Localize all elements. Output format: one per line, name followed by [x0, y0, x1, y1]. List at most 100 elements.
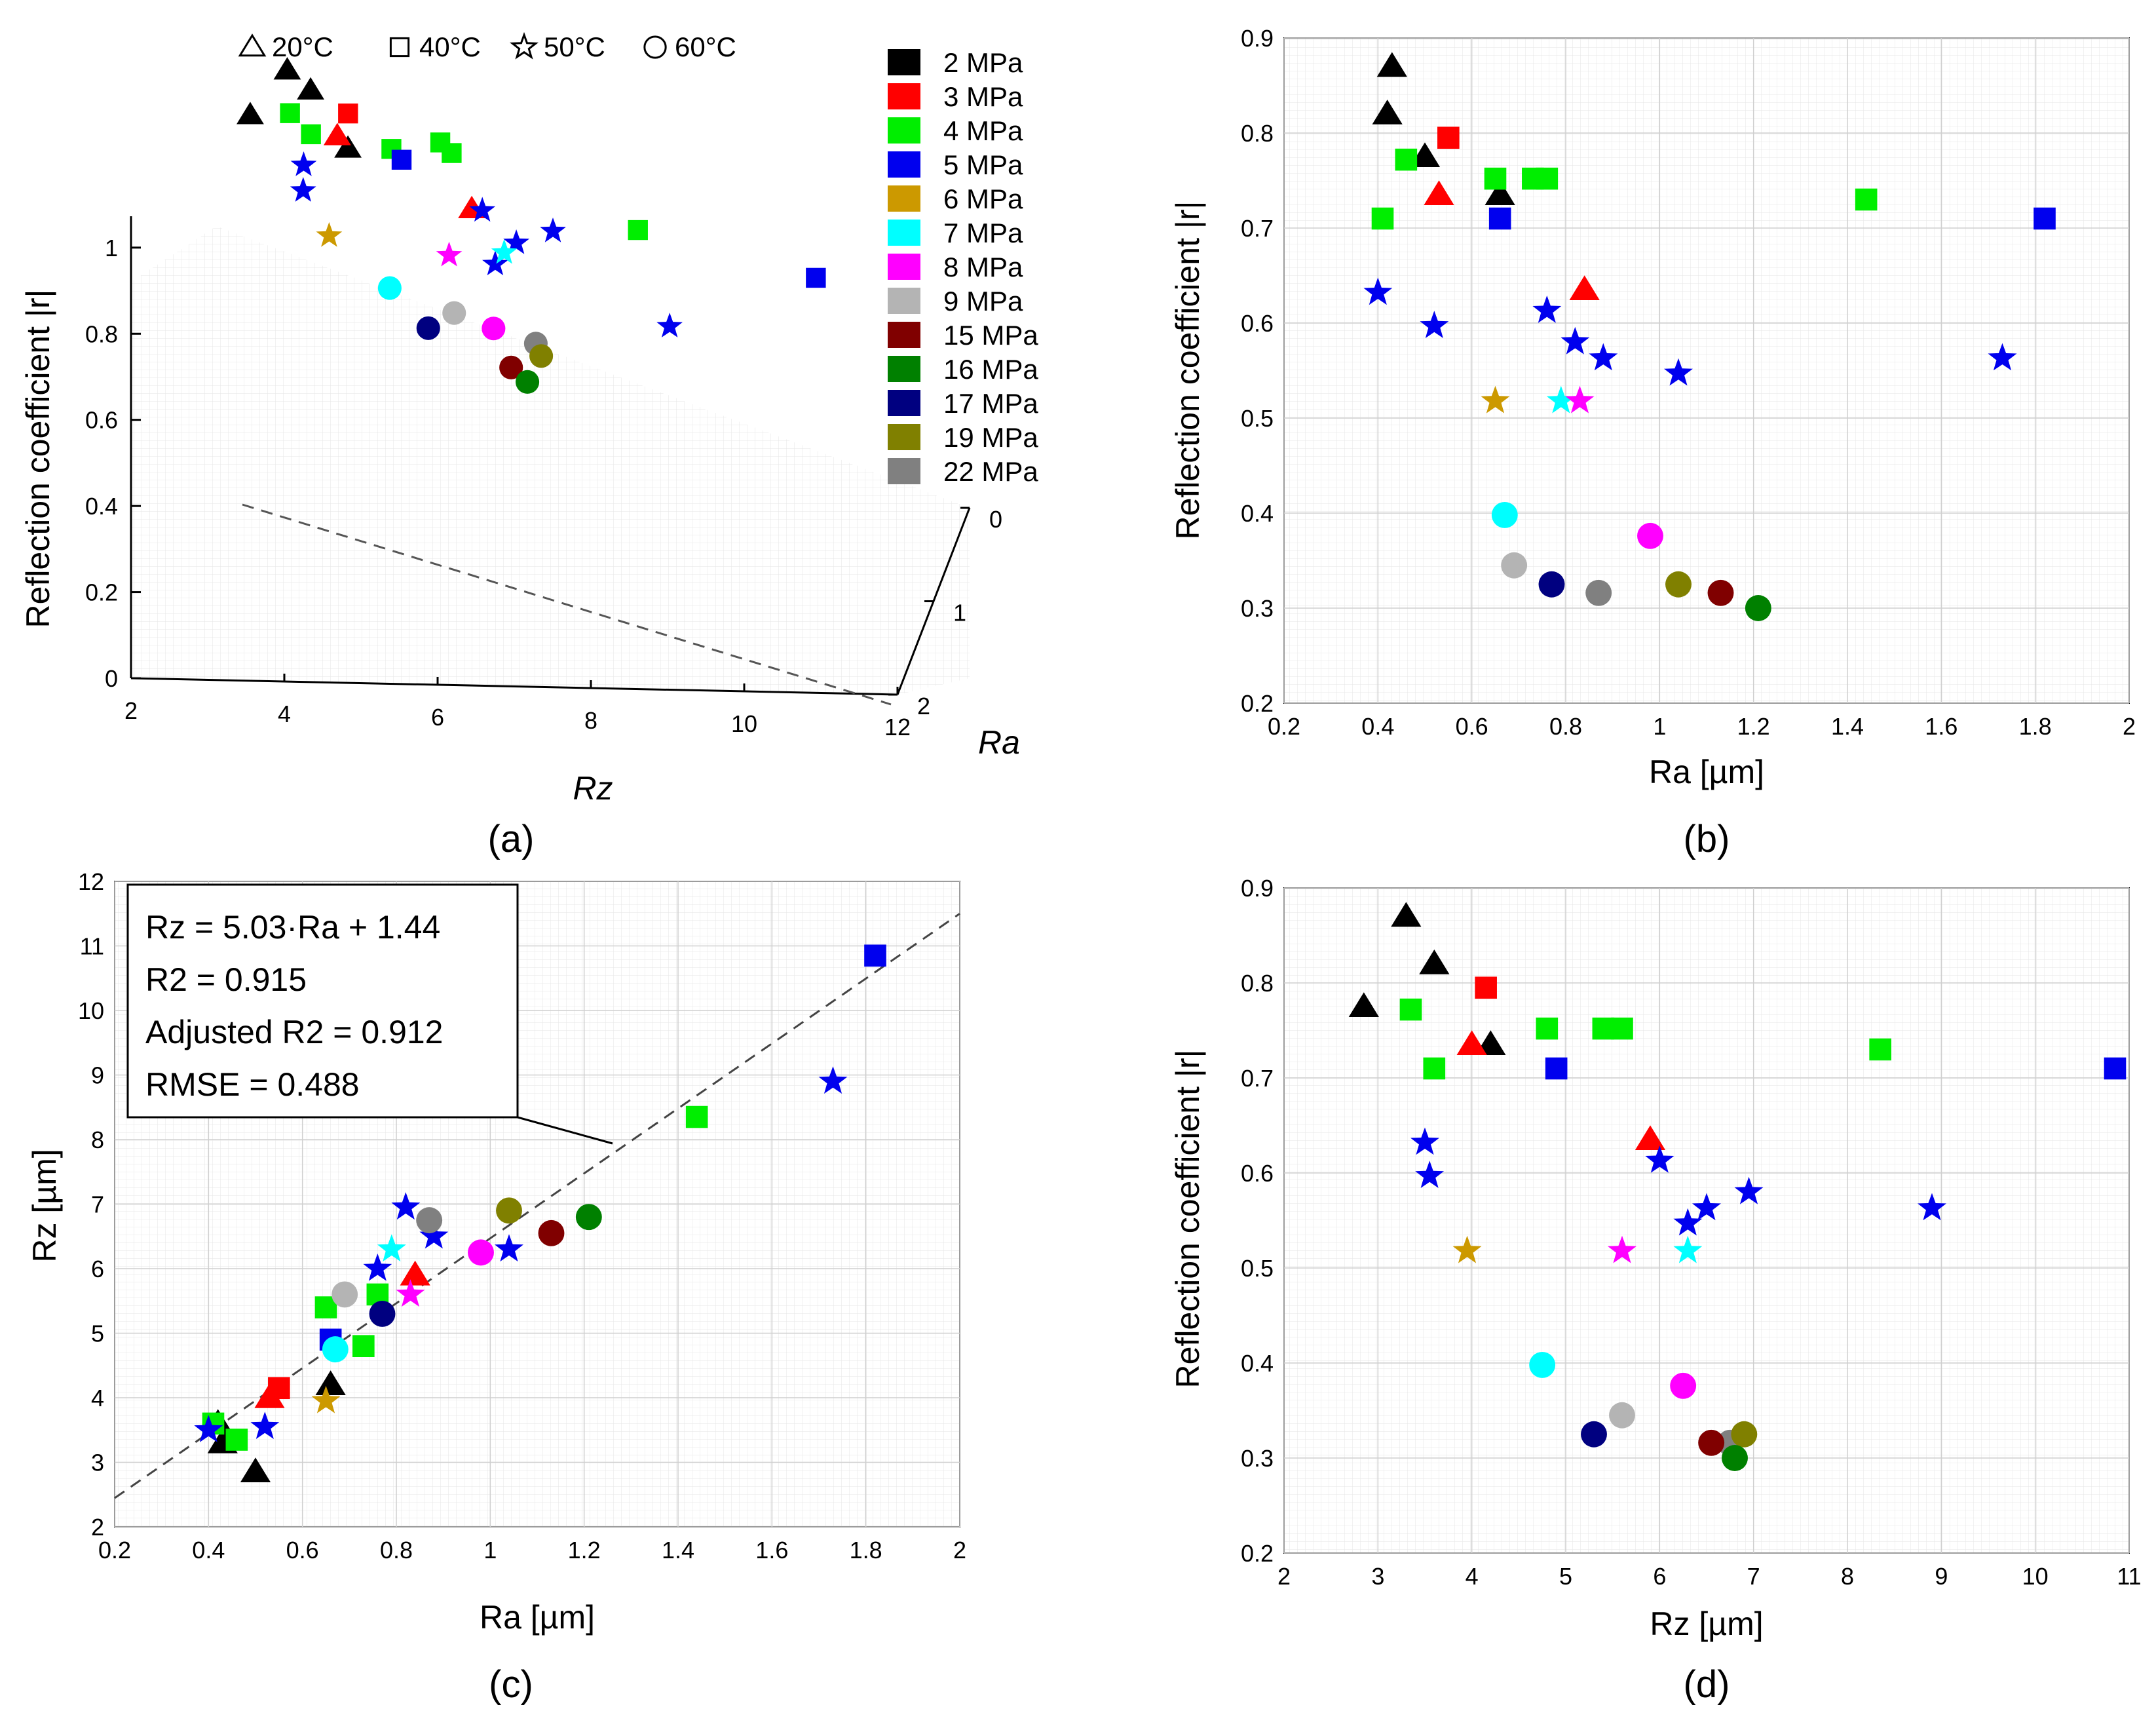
- panel-a-zlabel: Reflection coefficient |r|: [20, 290, 56, 628]
- data-point: [311, 1385, 341, 1413]
- panel-d-ticks: 2 3 4 5 6 7 8 9 10 11 0.2 0.3 0.4 0.5 0.6 0.7 0.8 0.9: [1241, 875, 2142, 1590]
- legend-pressure-label: 7 MPa: [943, 218, 1023, 248]
- x-tick-label: 10: [2022, 1563, 2049, 1590]
- data-point: [1415, 1161, 1445, 1188]
- data-point-3d: [323, 123, 351, 145]
- panel-b-plot-area: [1283, 37, 2130, 704]
- data-point: [1409, 142, 1441, 167]
- data-point-3d: [482, 250, 508, 276]
- z-tick-label: 0.8: [85, 320, 118, 347]
- x-tick-label: 2: [1277, 1563, 1291, 1590]
- y-tick-label: 2: [917, 693, 930, 720]
- legend-star-icon: [510, 31, 539, 60]
- y-tick-label: 0.3: [1241, 1445, 1274, 1472]
- panel-a-3d-scatter: 00.20.40.60.81 2 4 6 8 10 12 012 Reflection c…: [20, 31, 1038, 807]
- panel-d-ylabel: Reflection coefficient |r|: [1169, 1050, 1206, 1389]
- legend-swatch: [888, 254, 920, 280]
- fit-box-pointer: [517, 1116, 613, 1145]
- data-point: [818, 1066, 848, 1094]
- legend-pressure-label: 15 MPa: [943, 320, 1038, 351]
- panel-c-fit-line: [114, 913, 960, 1499]
- data-point-3d: [338, 103, 358, 124]
- x-tick-label: 6: [431, 704, 444, 731]
- x-tick-label: 1.2: [1737, 713, 1770, 740]
- legend-swatch: [888, 83, 920, 109]
- panel-b-points: [1363, 52, 2056, 621]
- data-point-3d: [442, 301, 466, 325]
- data-point: [538, 1219, 565, 1246]
- data-point: [1592, 1017, 1615, 1040]
- x-tick-label: 6: [1653, 1563, 1666, 1590]
- fit-adj-r2: Adjusted R2 = 0.912: [145, 1014, 444, 1050]
- x-tick-label: 9: [1935, 1563, 1948, 1590]
- data-point: [254, 1383, 285, 1408]
- data-point: [864, 944, 886, 967]
- data-point: [1673, 1235, 1703, 1263]
- data-point: [1545, 1057, 1568, 1080]
- y-tick-label: 12: [78, 868, 104, 895]
- data-point: [1560, 326, 1590, 355]
- panel-b-ylabel: Reflection coefficient |r|: [1169, 201, 1206, 540]
- data-point: [1722, 1445, 1748, 1471]
- data-point: [1395, 148, 1418, 171]
- data-point-3d: [482, 317, 506, 341]
- data-point: [416, 1207, 443, 1234]
- data-point: [1348, 992, 1379, 1017]
- legend-swatch: [888, 390, 920, 416]
- y-tick-label: 0.6: [1241, 310, 1274, 337]
- data-point: [1532, 296, 1562, 323]
- data-point: [1988, 343, 2017, 371]
- legend-marker-label: 40°C: [419, 31, 481, 62]
- x-tick-label: 7: [1747, 1563, 1760, 1590]
- panel-b-xlabel: Ra [µm]: [1649, 754, 1764, 790]
- data-point: [1692, 1193, 1721, 1221]
- legend-triangle-icon: [238, 33, 267, 57]
- data-point-3d: [469, 197, 496, 222]
- x-tick-label: 0.4: [1361, 713, 1394, 740]
- legend-pressure-label: 16 MPa: [943, 354, 1038, 385]
- data-point-3d: [656, 313, 683, 337]
- data-point: [1536, 167, 1559, 190]
- data-point: [468, 1239, 494, 1266]
- panel-label-a: (a): [488, 818, 535, 860]
- data-point: [1371, 207, 1394, 230]
- data-point-3d: [442, 143, 462, 163]
- data-point: [1420, 311, 1449, 338]
- data-point: [1611, 1017, 1633, 1040]
- legend-swatch: [888, 49, 920, 75]
- y-tick-label: 0: [989, 506, 1002, 533]
- data-point: [1609, 1402, 1635, 1429]
- data-point-3d: [516, 370, 540, 394]
- x-tick-label: 1.8: [850, 1537, 882, 1564]
- data-point-3d: [491, 239, 518, 264]
- y-tick-label: 0.4: [1241, 1350, 1274, 1377]
- y-tick-label: 0.2: [1241, 1540, 1274, 1567]
- data-point: [1869, 1038, 1891, 1061]
- data-point: [1410, 1127, 1439, 1155]
- data-point: [225, 1429, 248, 1451]
- legend-swatch: [888, 356, 920, 382]
- data-point-3d: [290, 177, 316, 202]
- panel-c-ylabel: Rz [µm]: [26, 1149, 63, 1262]
- data-point: [1376, 52, 1407, 77]
- data-point: [1437, 126, 1460, 149]
- data-point: [496, 1197, 522, 1224]
- y-tick-label: 0.2: [1241, 690, 1274, 717]
- x-tick-label: 0.4: [192, 1537, 225, 1564]
- data-point: [1491, 501, 1518, 528]
- data-point-3d: [391, 149, 412, 170]
- data-point: [495, 1234, 523, 1262]
- legend-pressure-label: 8 MPa: [943, 252, 1023, 282]
- x-tick-label: 1.6: [755, 1537, 788, 1564]
- legend-pressure-label: 22 MPa: [943, 456, 1038, 487]
- panel-d-scatter: 2 3 4 5 6 7 8 9 10 11 0.2 0.3 0.4 0.5 0.6 0.7 0.8 0.9 Rz …: [1169, 875, 2142, 1642]
- x-tick-label: 2: [953, 1537, 966, 1564]
- z-tick-label: 0.2: [85, 579, 118, 606]
- x-tick-label: 4: [1466, 1563, 1479, 1590]
- panel-label-b: (b): [1684, 818, 1730, 860]
- panel-b-grid: [1283, 37, 2130, 704]
- data-point: [1536, 1017, 1559, 1040]
- legend-swatch: [888, 424, 920, 450]
- legend-pressure-label: 19 MPa: [943, 422, 1038, 453]
